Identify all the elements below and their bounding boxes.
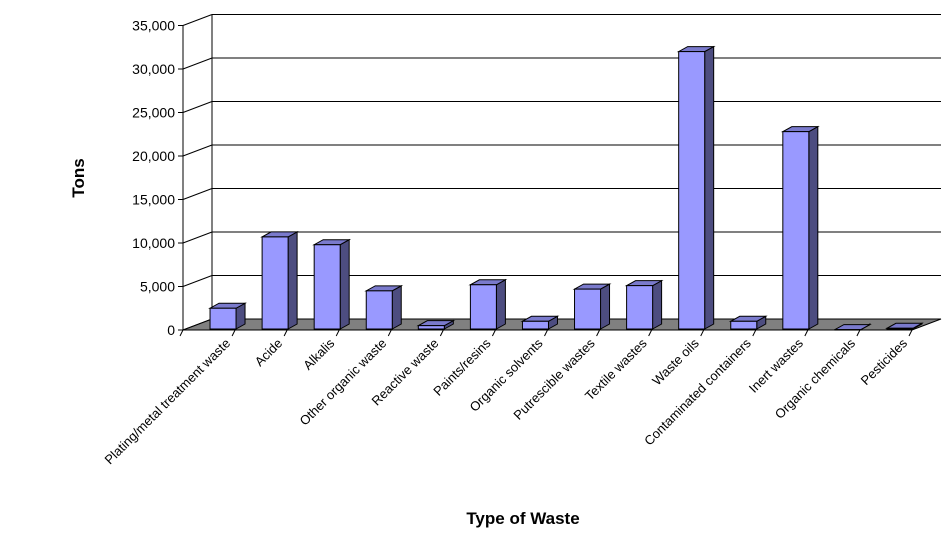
bar-side [808,125,819,330]
gridline-side [182,231,213,244]
bar-side [391,285,402,330]
gridline-side [182,275,213,287]
x-tick [491,329,496,337]
bar [364,285,404,330]
gridline-side [182,101,213,113]
bar [832,323,872,331]
gridlines [182,14,941,331]
x-tick [908,329,913,337]
bar-front [834,329,862,331]
x-tick [335,329,340,337]
x-tick [439,329,444,337]
x-tick-label: Alkalis [300,335,338,373]
bar-side [704,45,715,330]
x-tick-label: Acide [252,336,286,370]
x-tick-label: Other organic waste [297,336,390,429]
bar [676,45,716,330]
gridline-side [182,144,213,157]
gridline-side [182,14,213,26]
y-tick-label: 25,000 [132,105,175,121]
bar-side [339,238,350,330]
x-tick [387,329,392,337]
bar [885,322,924,330]
bar-front [469,284,497,330]
bar-front [730,320,758,330]
x-tick-label: Contaminated containers [641,335,754,448]
y-tick-label: 5,000 [140,279,175,295]
x-tick [544,329,548,337]
y-tick-label: 15,000 [132,192,175,208]
bar-front [886,327,914,330]
bar-front [209,307,237,330]
x-axis-ticks: Plating/metal treatment waste Acide Alkali… [101,329,913,468]
y-axis-title: Tons [69,158,88,197]
bar [780,125,820,330]
x-tick [283,329,288,337]
x-axis-title: Type of Waste [466,509,579,528]
gridline-side [182,57,213,70]
x-tick [596,329,601,337]
x-tick [804,329,809,337]
bar-front [417,325,445,330]
bar-front [626,285,654,330]
bar-side [600,283,611,330]
bar [416,319,456,330]
bar [624,279,664,330]
x-tick-label: Waste oils [649,335,702,388]
x-tick [179,329,184,337]
bar-front [782,131,810,330]
y-tick-label: 35,000 [132,18,175,34]
bar [728,315,768,330]
bar [572,283,612,330]
bar-front [574,288,602,330]
bar-front [313,244,341,330]
x-tick [231,329,236,337]
x-tick-label: Pesticides [858,335,911,388]
bar [260,231,300,330]
bar-front [678,51,706,330]
y-tick-label: 0 [167,322,175,338]
bar [208,302,247,330]
bar [312,238,352,330]
gridline-side [182,188,213,200]
bar-side [495,278,506,330]
bar [520,315,560,330]
x-tick [752,329,757,337]
y-axis-ticks: 0 5,000 10,000 15,000 20,000 25,000 30,000 35,0… [132,18,183,338]
x-tick-label: Plating/metal treatment waste [101,336,233,468]
bars [208,45,924,331]
x-tick [648,329,653,337]
y-tick-label: 10,000 [132,235,175,251]
bar-front [521,320,549,330]
y-tick-label: 30,000 [132,61,175,77]
bar-front [365,290,393,330]
x-tick [856,329,861,337]
x-tick [700,329,705,337]
bar [468,278,508,330]
bar-side [287,231,298,330]
bar-side [652,279,663,330]
y-tick-label: 20,000 [132,148,175,164]
bar-front [261,236,289,330]
